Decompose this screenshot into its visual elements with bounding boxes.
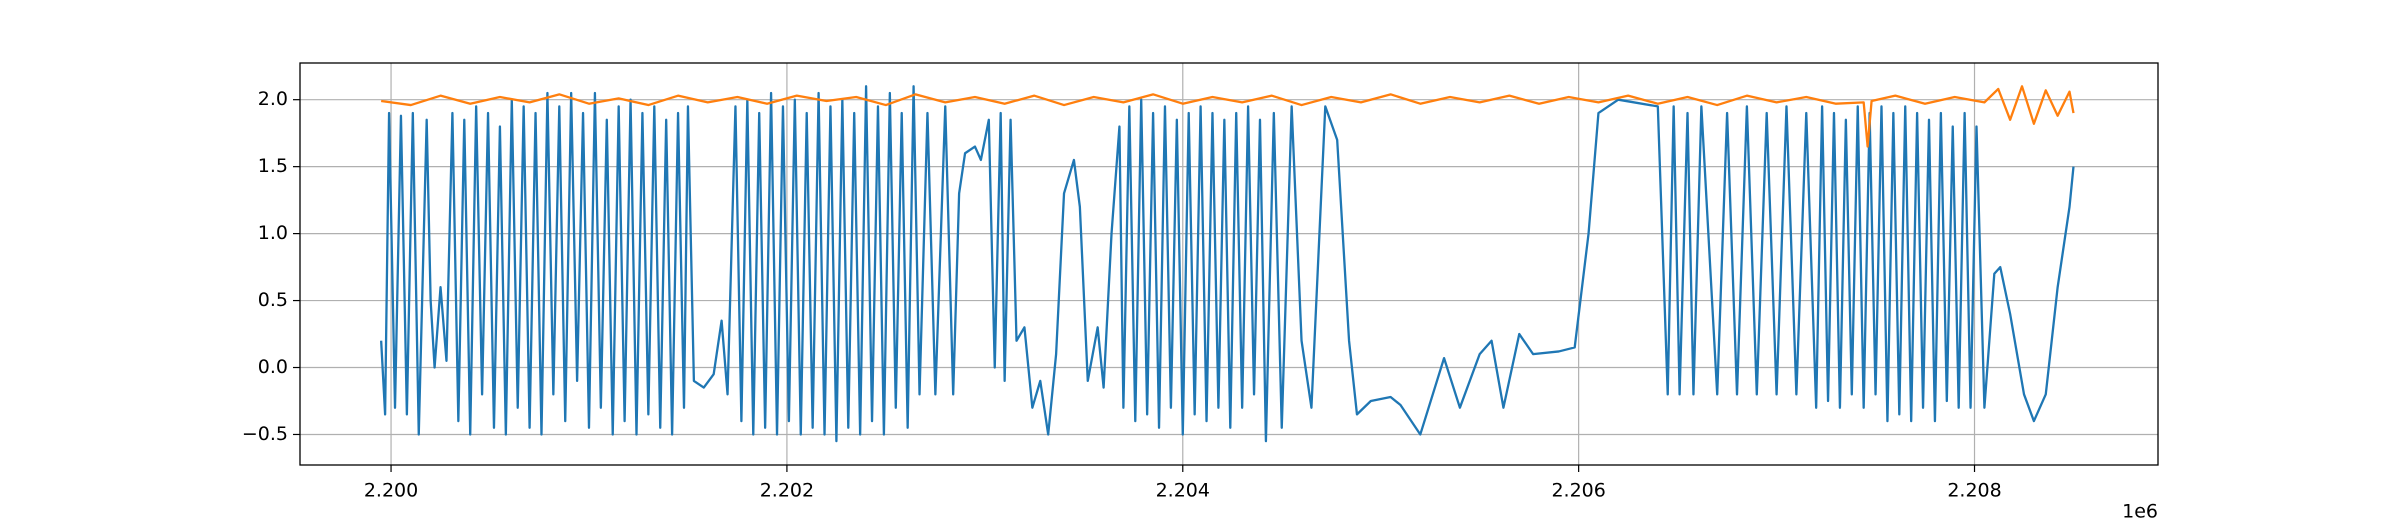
y-tick-label: 1.0 [258, 222, 288, 244]
x-tick-label: 2.206 [1551, 480, 1605, 502]
data-line [380, 85, 2075, 443]
data-line [380, 85, 2075, 148]
x-tick-label: 2.204 [1156, 480, 1210, 502]
x-tick-label: 2.200 [364, 480, 418, 502]
x-tick-label: 2.208 [1947, 480, 2001, 502]
y-tick-label: 0.0 [258, 356, 288, 378]
offset-label: 1e6 [2122, 501, 2158, 523]
plot-frame [299, 62, 2159, 466]
y-tick-label: 2.0 [258, 88, 288, 110]
y-tick-label: 1.5 [258, 155, 288, 177]
y-tick-label: 0.5 [258, 289, 288, 311]
x-tick-label: 2.202 [760, 480, 814, 502]
y-tick-label: −0.5 [242, 423, 288, 445]
